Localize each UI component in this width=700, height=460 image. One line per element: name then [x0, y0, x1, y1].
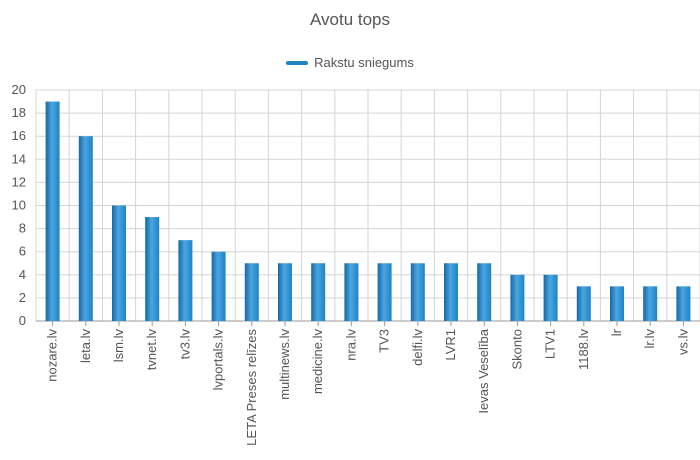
- bar: [311, 263, 326, 321]
- x-tick-label: LVR1: [443, 329, 458, 361]
- x-tick-label: Skonto: [509, 329, 524, 369]
- legend-swatch: [286, 60, 309, 65]
- bar: [377, 263, 392, 321]
- y-tick-label: 6: [19, 244, 26, 259]
- bar: [278, 263, 292, 321]
- y-tick-label: 4: [19, 267, 26, 282]
- x-tick-label: delfi.lv: [410, 329, 425, 366]
- bar: [410, 263, 425, 321]
- bar: [444, 263, 458, 321]
- x-tick-label: lvportals.lv: [211, 329, 226, 391]
- x-tick-label: 1188.lv: [576, 329, 591, 370]
- bar: [244, 263, 259, 321]
- x-tick-label: tv3.lv: [177, 329, 192, 360]
- y-tick-label: 20: [12, 82, 26, 97]
- y-tick-label: 2: [19, 290, 26, 305]
- bar: [543, 274, 558, 321]
- y-tick-label: 10: [12, 198, 26, 213]
- bar: [145, 217, 160, 321]
- x-tick-label: TV3: [377, 329, 392, 353]
- legend-label: Rakstu sniegums: [314, 55, 414, 70]
- y-tick-label: 8: [19, 221, 26, 236]
- y-tick-label: 16: [12, 128, 26, 143]
- y-tick-label: 14: [12, 151, 26, 166]
- x-tick-label: lr: [609, 328, 624, 336]
- y-tick-label: 12: [12, 174, 26, 189]
- y-tick-label: 0: [19, 313, 26, 328]
- bar: [211, 251, 226, 321]
- x-tick-label: vs.lv: [675, 329, 690, 356]
- x-tick-label: LETA Preses relīzes: [244, 329, 259, 446]
- bar: [112, 205, 126, 321]
- bar: [78, 136, 93, 321]
- bar: [45, 101, 60, 321]
- y-tick-label: 18: [12, 105, 26, 120]
- legend[interactable]: Rakstu sniegums: [0, 55, 700, 70]
- x-tick-label: nozare.lv: [45, 329, 60, 382]
- x-tick-label: nra.lv: [343, 329, 358, 361]
- x-tick-label: lr.lv: [642, 329, 657, 349]
- bar: [510, 274, 525, 321]
- bar: [610, 286, 624, 321]
- bar: [344, 263, 359, 321]
- bar: [477, 263, 492, 321]
- x-tick-label: multinews.lv: [277, 329, 292, 400]
- x-tick-label: medicine.lv: [310, 329, 325, 395]
- x-tick-label: Ievas Veselība: [476, 328, 491, 413]
- chart-title: Avotu tops: [309, 10, 391, 29]
- bar: [576, 286, 591, 321]
- bar: [643, 286, 658, 321]
- bar: [676, 286, 691, 321]
- x-tick-label: tvnet.lv: [144, 329, 159, 371]
- bar: [178, 240, 193, 321]
- x-tick-label: leta.lv: [78, 329, 93, 363]
- x-tick-label: lsm.lv: [111, 329, 126, 363]
- x-tick-label: LTV1: [543, 329, 558, 359]
